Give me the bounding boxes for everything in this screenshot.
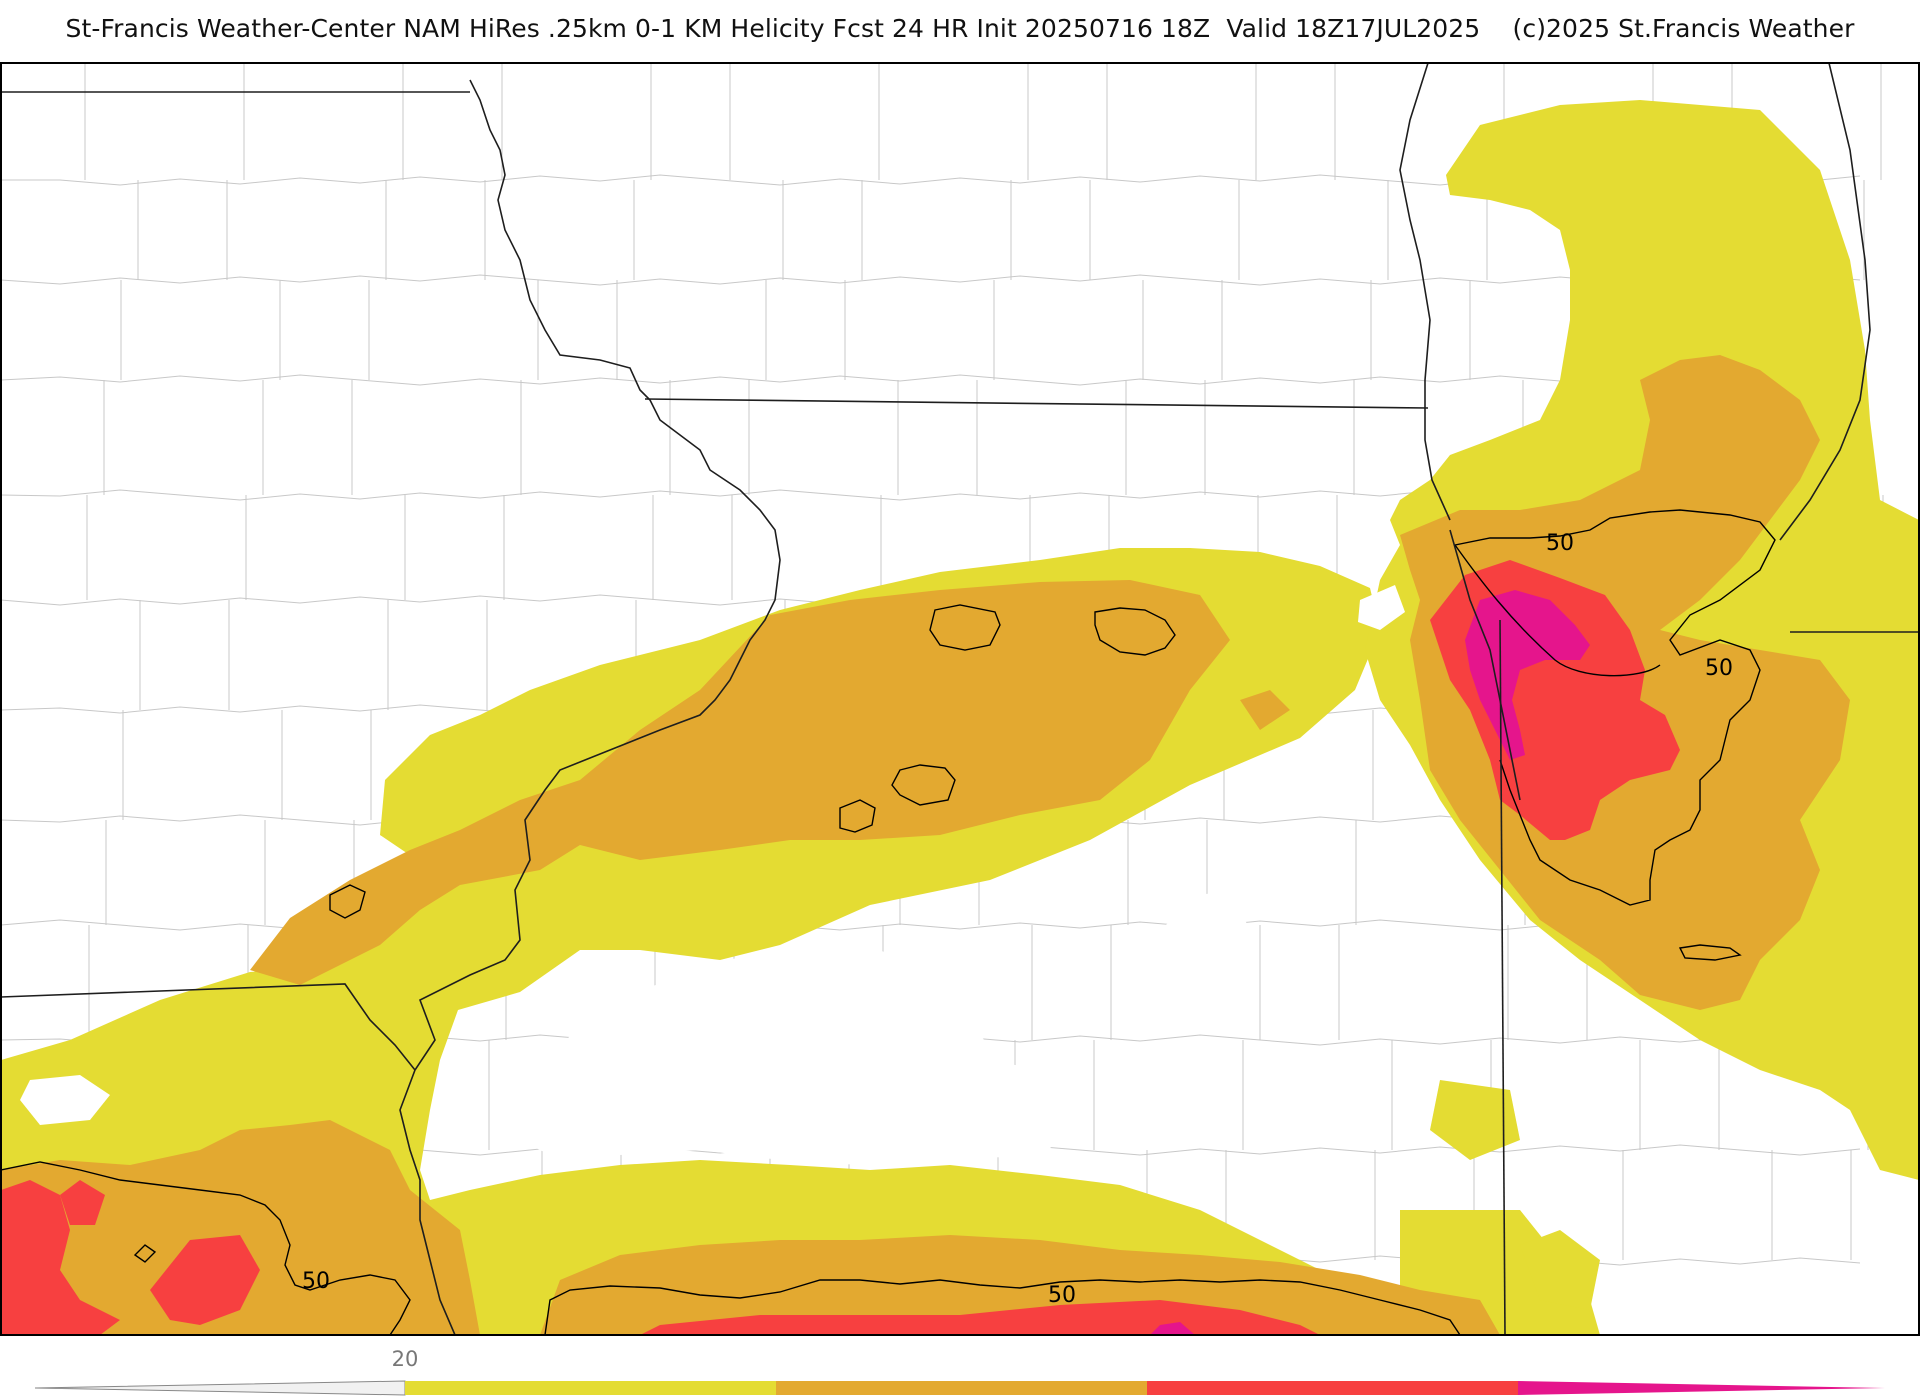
colorbar-low-extend [34, 1380, 406, 1396]
helicity-level-4-fill [1150, 590, 1590, 1335]
colorbar-tick-label: 20 [392, 1347, 419, 1371]
colorbar: 20 [34, 1347, 1885, 1396]
helicity-50-contours [1, 509, 1776, 1335]
contour-label-50: 50 [302, 1269, 330, 1294]
map-frame [0, 62, 1920, 1336]
contour-label-50: 50 [1048, 1283, 1076, 1308]
colorbar-segment [405, 1381, 776, 1395]
contour-label-50: 50 [1705, 656, 1733, 681]
state-borders [1, 63, 1919, 1335]
contour-label-50: 50 [1546, 531, 1574, 556]
county-line [1, 374, 1861, 386]
low-helicity-gaps [20, 585, 1405, 1165]
county-line [1, 274, 1861, 286]
colorbar-segment [1147, 1381, 1518, 1395]
map-plot-area [1, 63, 1919, 1335]
map-title: St-Francis Weather-Center NAM HiRes .25k… [65, 14, 1855, 43]
colorbar-segment [776, 1381, 1147, 1395]
colorbar-high-extend [1518, 1381, 1885, 1395]
